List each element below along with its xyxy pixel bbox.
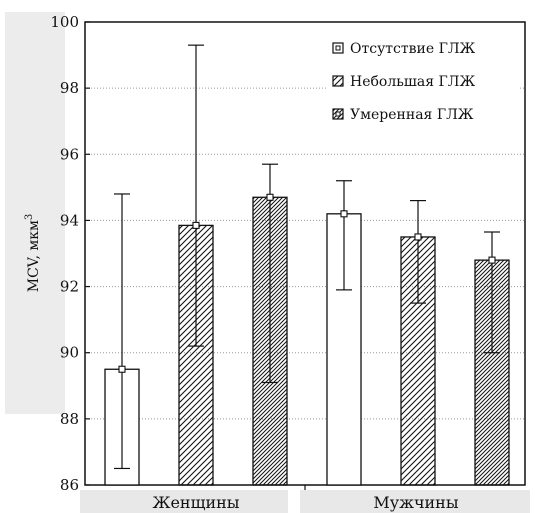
x-label-band-left [80, 490, 288, 513]
mean-marker [118, 365, 126, 373]
legend-label-small-lvh: Небольшая ГЛЖ [350, 74, 475, 90]
y-axis-label: MCV, мкм3 [24, 214, 42, 293]
y-tick-label: 94 [60, 211, 79, 229]
legend-marker-moderate-lvh [335, 111, 341, 117]
error-bar-no-lvh-women [114, 193, 130, 470]
bar-no-lvh-men [326, 213, 362, 486]
error-bar-no-lvh-men [336, 180, 352, 291]
y-tick-label: 100 [50, 13, 79, 31]
y-tick-label: 90 [60, 344, 79, 362]
y-axis-label-text: MCV, мкм [26, 220, 42, 292]
x-label-band-right [300, 490, 530, 513]
x-category-label-men: Мужчины [373, 493, 458, 512]
mean-marker [266, 193, 274, 201]
legend-swatch-small-lvh [332, 75, 344, 87]
legend-marker-no-lvh [335, 45, 341, 51]
y-axis-ticks: 86 88 90 92 94 96 98 100 [50, 13, 90, 494]
legend: Отсутствие ГЛЖ Небольшая ГЛЖ Умеренная Г… [326, 32, 518, 132]
bar-small-lvh-men [400, 236, 436, 486]
y-tick-label: 98 [60, 79, 79, 97]
error-bar-moderate-lvh-women [262, 163, 278, 384]
error-bar-small-lvh-women [188, 44, 204, 347]
y-tick-label: 86 [60, 476, 79, 494]
legend-label-no-lvh: Отсутствие ГЛЖ [350, 41, 476, 57]
error-bars [114, 44, 500, 470]
x-category-label-women: Женщины [152, 493, 239, 512]
mean-marker [340, 210, 348, 218]
mean-marker [192, 221, 200, 229]
y-tick-label: 96 [60, 145, 79, 163]
y-tick-label: 92 [60, 278, 79, 296]
mean-marker [488, 256, 496, 264]
y-axis-label-superscript: 3 [24, 214, 35, 220]
legend-background [326, 32, 518, 132]
mean-marker [414, 233, 422, 241]
y-tick-label: 88 [60, 410, 79, 428]
y-axis-label-band [5, 12, 65, 414]
legend-label-moderate-lvh: Умеренная ГЛЖ [350, 107, 474, 123]
error-bar-moderate-lvh-men [484, 231, 500, 354]
error-bar-small-lvh-men [410, 199, 426, 304]
